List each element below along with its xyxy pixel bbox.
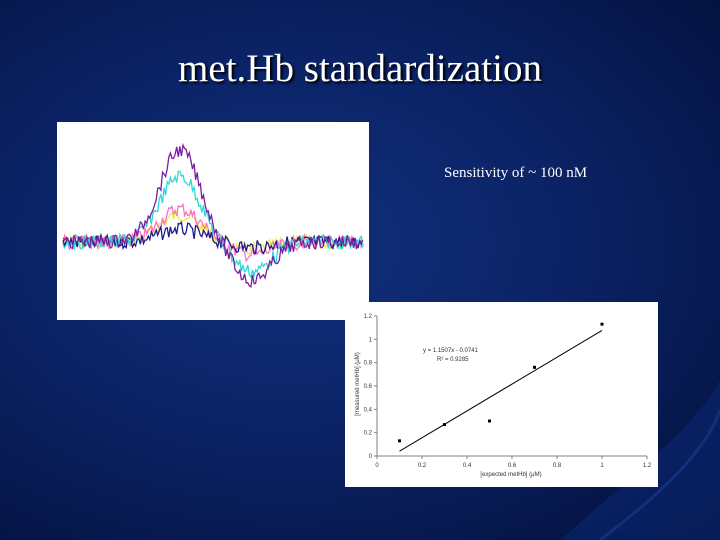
data-point [600, 322, 604, 326]
trendline [399, 329, 603, 452]
x-tick-label: 0.4 [463, 463, 472, 469]
spectrum-trace [62, 142, 364, 288]
x-tick-label: 1 [600, 463, 604, 469]
y-tick-label: 0 [369, 454, 373, 460]
x-tick-label: 0.6 [508, 463, 517, 469]
y-tick-label: 0.8 [364, 361, 373, 367]
data-point [443, 423, 446, 426]
y-tick-label: 1 [369, 337, 373, 343]
y-tick-label: 0.4 [364, 407, 373, 413]
data-point [533, 365, 536, 369]
x-tick-label: 0.2 [418, 463, 427, 469]
y-tick-label: 0.2 [364, 431, 373, 437]
data-point [398, 439, 401, 443]
calibration-chart: 0 0.2 0.4 0.6 0.8 1 1.2 0 0.2 0.4 0.6 0.8 1 1.2 y = 1… [355, 314, 652, 478]
sensitivity-note: Sensitivity of ~ 100 nM [444, 165, 588, 181]
x-tick-label: 0.8 [553, 463, 562, 469]
y-tick-label: 1.2 [364, 314, 373, 320]
spectra-chart-panel [57, 122, 369, 320]
x-tick-label: 1.2 [643, 463, 652, 469]
y-tick-label: 0.6 [364, 384, 373, 390]
data-point [488, 419, 491, 423]
spectrum-trace [62, 170, 364, 279]
x-axis-label: [expected metHb] (μM) [480, 472, 541, 478]
tick-group: 0 0.2 0.4 0.6 0.8 1 1.2 0 0.2 0.4 0.6 0.8 1 1.2 [364, 314, 652, 469]
y-axis-label: [measured metHb] (μM) [355, 352, 361, 415]
data-points [398, 322, 604, 443]
spectra-chart [62, 142, 364, 288]
calibration-chart-panel: 0 0.2 0.4 0.6 0.8 1 1.2 0 0.2 0.4 0.6 0.8 1 1.2 y = 1… [345, 302, 658, 487]
r-squared: R² = 0.9285 [437, 357, 469, 363]
fit-equation: y = 1.1507x - 0.0741 [423, 348, 479, 354]
x-tick-label: 0 [375, 463, 379, 469]
slide-title: met.Hb standardization [178, 47, 542, 90]
